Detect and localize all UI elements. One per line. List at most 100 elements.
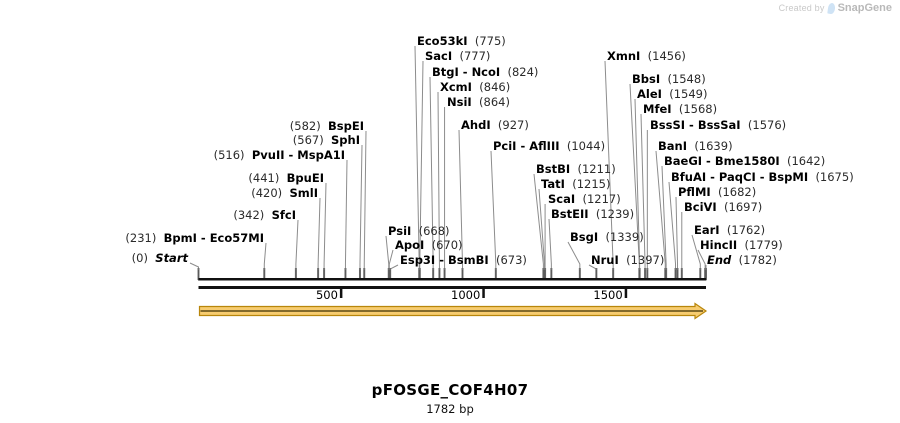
site-name-separator: -	[706, 170, 719, 184]
restriction-site-label[interactable]: SacI (777)	[425, 50, 490, 62]
site-enzyme-name: SfcI	[271, 208, 296, 222]
restriction-site-label[interactable]: PciI - AflIII (1044)	[493, 140, 605, 152]
ruler-tick-label: 500	[315, 287, 338, 302]
site-position: (1568)	[678, 102, 718, 116]
restriction-site-label[interactable]: AleI (1549)	[637, 88, 707, 100]
restriction-site-label[interactable]: ApoI (670)	[395, 239, 463, 251]
restriction-site-label[interactable]: BstEII (1239)	[551, 208, 634, 220]
leader-line	[389, 264, 399, 280]
restriction-site-label[interactable]: (567) SphI	[293, 134, 360, 146]
site-enzyme-name: Start	[155, 251, 188, 265]
construct-name: pFOSGE_COF4H07	[371, 381, 529, 399]
site-enzyme-name: BfuAI	[671, 170, 707, 184]
restriction-site-label[interactable]: PsiI (668)	[388, 225, 450, 237]
site-position: (775)	[474, 34, 506, 48]
restriction-site-label[interactable]: NruI (1397)	[591, 254, 664, 266]
site-position: (1697)	[724, 200, 763, 214]
restriction-site-label[interactable]: BbsI (1548)	[632, 73, 706, 85]
site-position: (927)	[497, 118, 529, 132]
restriction-site-label[interactable]: BanI (1639)	[658, 140, 733, 152]
site-position: (231)	[125, 231, 157, 245]
restriction-site-label[interactable]: XcmI (846)	[440, 81, 510, 93]
restriction-site-label[interactable]: (231) BpmI - Eco57MI	[125, 232, 264, 244]
site-name-separator: -	[196, 231, 210, 245]
construct-title-block: pFOSGE_COF4H07 1782 bp	[0, 381, 900, 416]
restriction-site-label[interactable]: BaeGI - Bme1580I (1642)	[664, 155, 825, 167]
leader-line-path	[317, 197, 321, 280]
site-enzyme-name: PaqCI	[718, 170, 756, 184]
site-enzyme-name: ScaI	[548, 192, 576, 206]
leader-line	[358, 144, 363, 280]
site-enzyme-name: Eco53kI	[417, 34, 468, 48]
site-enzyme-name: AflIII	[529, 139, 560, 153]
site-enzyme-name: PvuII	[251, 148, 285, 162]
leader-line	[675, 196, 679, 280]
restriction-site-label[interactable]: (582) BspEI	[290, 120, 364, 132]
site-position: (777)	[459, 49, 491, 63]
restriction-site-label[interactable]: (342) SfcI	[233, 209, 296, 221]
site-enzyme-name: NcoI	[471, 65, 501, 79]
site-position: (1239)	[595, 207, 635, 221]
site-position: (673)	[495, 253, 527, 267]
restriction-site-label[interactable]: BfuAI - PaqCI - BspMI (1675)	[671, 171, 854, 183]
restriction-site-label[interactable]: NsiI (864)	[447, 96, 510, 108]
restriction-site-label[interactable]: BciVI (1697)	[684, 201, 762, 213]
ruler-major-tick	[339, 289, 343, 298]
leader-line	[697, 249, 707, 280]
restriction-site-label[interactable]: EarI (1762)	[694, 224, 765, 236]
site-enzyme-name: BsmBI	[448, 253, 489, 267]
site-position: (1762)	[726, 223, 766, 237]
site-position: (567)	[292, 133, 324, 147]
site-position: (1456)	[647, 49, 686, 63]
site-enzyme-name: HincII	[700, 238, 738, 252]
restriction-site-label[interactable]: XmnI (1456)	[607, 50, 686, 62]
restriction-site-label[interactable]: PflMI (1682)	[678, 186, 756, 198]
site-position: (824)	[507, 65, 539, 79]
site-position: (420)	[251, 186, 283, 200]
site-enzyme-name: PciI	[493, 139, 517, 153]
restriction-site-label[interactable]: TatI (1215)	[541, 178, 610, 190]
site-enzyme-name: BanI	[658, 139, 687, 153]
site-enzyme-name: PflMI	[678, 185, 711, 199]
site-enzyme-name: MfeI	[643, 102, 672, 116]
site-enzyme-name: BssSaI	[697, 118, 741, 132]
restriction-site-label[interactable]: AhdI (927)	[461, 119, 529, 131]
restriction-site-label[interactable]: Esp3I - BsmBI (673)	[400, 254, 527, 266]
site-enzyme-name: NruI	[591, 253, 619, 267]
site-position: (1217)	[582, 192, 621, 206]
restriction-site-label[interactable]: BtgI - NcoI (824)	[432, 66, 538, 78]
restriction-site-label[interactable]: (516) PvuII - MspA1I	[214, 149, 345, 161]
site-position: (0)	[131, 251, 148, 265]
restriction-site-label[interactable]: BsgI (1339)	[570, 231, 644, 243]
restriction-site-label[interactable]: ScaI (1217)	[548, 193, 621, 205]
site-enzyme-name: BtgI	[432, 65, 459, 79]
restriction-site-label[interactable]: End (1782)	[707, 254, 777, 266]
restriction-site-label[interactable]: BssSI - BssSaI (1576)	[650, 119, 786, 131]
restriction-site-label[interactable]: HincII (1779)	[700, 239, 783, 251]
site-position: (1215)	[572, 177, 611, 191]
restriction-site-label[interactable]: Eco53kI (775)	[417, 35, 506, 47]
site-name-separator: -	[755, 170, 769, 184]
leader-line-path	[675, 196, 679, 280]
restriction-site-label[interactable]: (0) Start	[132, 252, 188, 264]
site-name-separator: -	[685, 118, 698, 132]
site-position: (1576)	[747, 118, 787, 132]
snapgene-watermark: Created by SnapGene	[779, 2, 892, 14]
ruler-tick-label: 1000	[451, 287, 481, 302]
restriction-site-label[interactable]: BstBI (1211)	[536, 163, 616, 175]
restriction-site-label[interactable]: (441) BpuEI	[248, 172, 324, 184]
site-position: (1779)	[744, 238, 783, 252]
site-position: (1548)	[667, 72, 706, 86]
site-name-separator: -	[458, 65, 472, 79]
site-position: (342)	[233, 208, 265, 222]
leader-line-path	[629, 83, 640, 280]
leader-line	[668, 181, 677, 280]
site-enzyme-name: Eco57MI	[209, 231, 264, 245]
site-enzyme-name: End	[707, 253, 732, 267]
site-enzyme-name: NsiI	[447, 95, 472, 109]
leader-line-path	[567, 241, 581, 280]
restriction-site-label[interactable]: MfeI (1568)	[643, 103, 717, 115]
leader-line	[189, 262, 200, 280]
restriction-site-label[interactable]: (420) SmlI	[251, 187, 318, 199]
